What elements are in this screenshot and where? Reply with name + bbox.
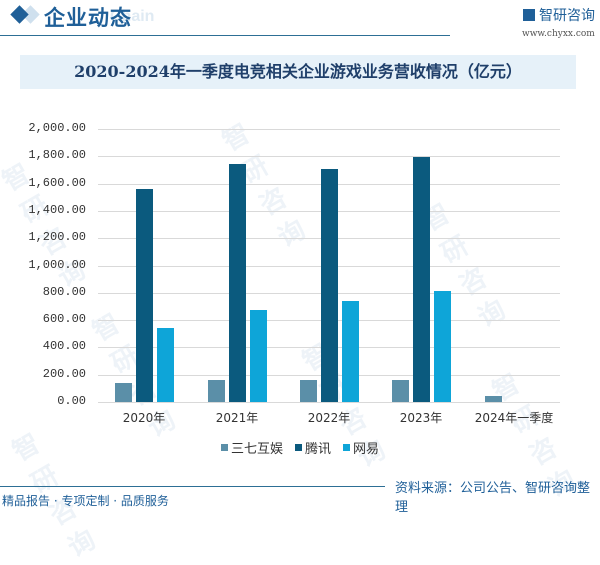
data-source: 资料来源：公司公告、智研咨询整理 — [395, 481, 591, 515]
gridline — [98, 156, 560, 157]
y-tick-label: 2,000.00 — [28, 121, 86, 135]
y-tick-label: 800.00 — [42, 285, 86, 299]
legend-swatch-icon — [220, 444, 228, 451]
bar-网易 — [250, 309, 267, 402]
legend-label: 网易 — [353, 442, 380, 457]
header-ghost-text: Chain — [110, 8, 155, 25]
x-tick-label: 2021年 — [215, 411, 259, 425]
gridline — [98, 402, 560, 403]
legend-label: 三七互娱 — [230, 442, 283, 457]
y-tick-label: 0.00 — [57, 394, 86, 408]
y-tick-label: 1,400.00 — [28, 203, 86, 217]
section-title: 企业动态 — [44, 5, 132, 30]
brand-logo: 智研咨询 — [523, 5, 595, 25]
legend-swatch-icon — [343, 444, 350, 451]
gridline — [98, 129, 560, 130]
y-tick-label: 200.00 — [42, 367, 86, 381]
bar-三七互娱 — [392, 379, 409, 402]
bar-腾讯 — [321, 168, 338, 402]
bar-三七互娱 — [208, 379, 225, 402]
y-tick-label: 400.00 — [42, 339, 86, 353]
y-tick-label: 1,800.00 — [28, 148, 86, 162]
bar-三七互娱 — [300, 379, 317, 402]
header-divider — [0, 35, 450, 36]
bar-腾讯 — [413, 156, 430, 402]
y-tick-label: 1,200.00 — [28, 230, 86, 244]
legend-label: 腾讯 — [304, 442, 331, 457]
y-tick-label: 1,000.00 — [28, 258, 86, 272]
watermark: 智研咨询 — [0, 158, 91, 294]
bar-网易 — [342, 300, 359, 402]
brand-url: www.chyxx.com — [522, 29, 595, 39]
bar-腾讯 — [136, 189, 153, 402]
chart-legend: 三七互娱 腾讯 网易 — [0, 438, 600, 457]
legend-item: 腾讯 — [294, 438, 331, 457]
x-tick-label: 2023年 — [399, 411, 443, 425]
bar-网易 — [434, 291, 451, 402]
legend-item: 网易 — [343, 438, 379, 457]
x-tick-label: 2020年 — [122, 411, 166, 425]
y-tick-label: 1,600.00 — [28, 176, 86, 190]
logo-icon — [523, 9, 535, 21]
footer-slogan: 精品报告 · 专项定制 · 品质服务 — [2, 494, 169, 508]
x-tick-label: 2024年一季度 — [474, 411, 554, 425]
bar-腾讯 — [229, 163, 246, 402]
footer-divider — [0, 486, 385, 487]
chart-title: 2020-2024年一季度电竞相关企业游戏业务营收情况（亿元） — [20, 55, 576, 89]
legend-item: 三七互娱 — [220, 438, 283, 457]
bar-三七互娱 — [115, 382, 132, 402]
legend-swatch-icon — [294, 444, 302, 451]
bar-三七互娱 — [485, 395, 502, 402]
brand-name: 智研咨询 — [539, 8, 595, 24]
bar-网易 — [157, 327, 174, 402]
y-tick-label: 600.00 — [42, 312, 86, 326]
x-tick-label: 2022年 — [307, 411, 351, 425]
